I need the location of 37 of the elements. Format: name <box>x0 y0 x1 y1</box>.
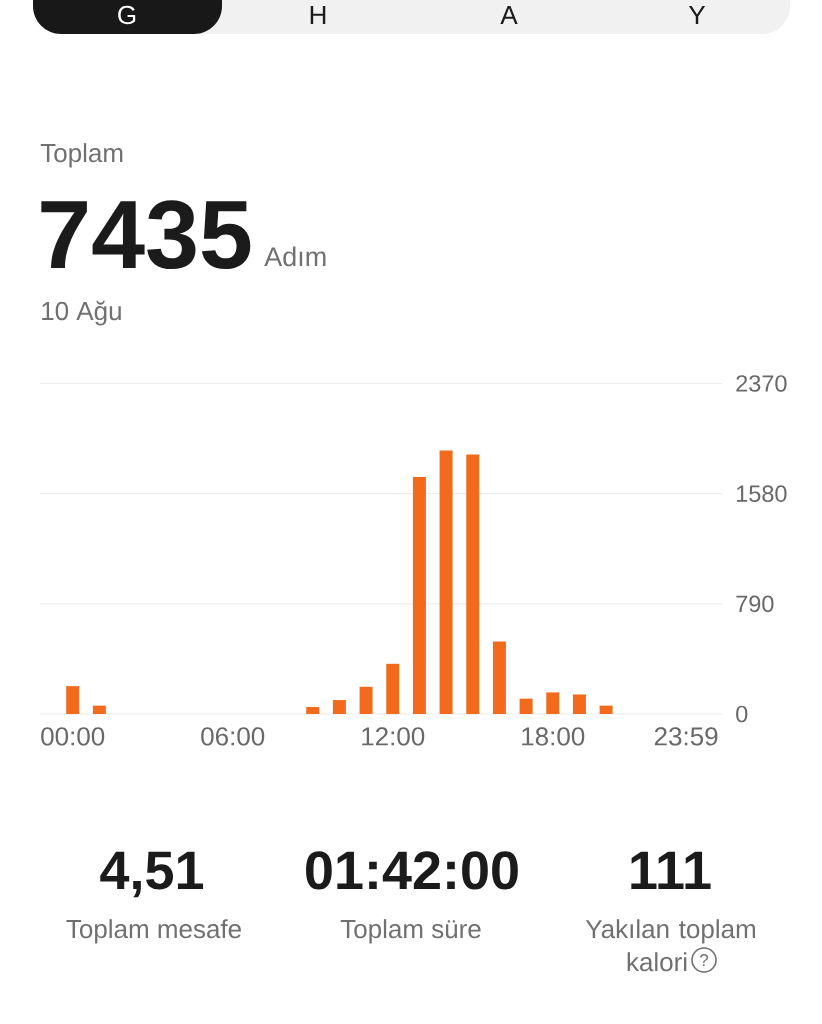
x-tick-label: 00:00 <box>41 727 105 746</box>
bar <box>92 705 106 714</box>
bar <box>466 454 480 714</box>
text: Y <box>688 6 706 24</box>
text: A <box>500 6 518 24</box>
bar <box>306 707 320 714</box>
bar <box>519 698 533 714</box>
text: ? <box>699 954 709 966</box>
text: 10 Ağu <box>42 300 121 326</box>
text: Toplam mesafe <box>66 919 241 944</box>
bar <box>546 692 560 714</box>
text: 01:42:00 <box>306 851 518 890</box>
bar <box>386 663 400 714</box>
text: Toplam süre <box>340 919 481 944</box>
text: Toplam <box>40 143 123 168</box>
bar <box>492 641 506 714</box>
x-tick-label: 23:59 <box>654 727 718 746</box>
text: Adım <box>264 246 326 267</box>
text: 7435 <box>41 200 251 270</box>
bar <box>359 686 373 714</box>
bar <box>439 450 453 714</box>
bar <box>412 476 426 714</box>
bar <box>332 700 346 714</box>
x-tick-label: 18:00 <box>522 727 585 746</box>
text: 4,51 <box>100 851 204 898</box>
y-tick-label: 790 <box>736 595 774 613</box>
bar <box>66 686 80 714</box>
text: 111 <box>631 851 711 889</box>
text: G <box>118 5 136 25</box>
y-tick-label: 0 <box>736 705 748 723</box>
bar <box>599 705 613 714</box>
x-tick-label: 06:00 <box>201 727 265 746</box>
x-tick-label: 12:00 <box>362 727 425 746</box>
y-tick-label: 2370 <box>736 375 787 392</box>
text: H <box>310 6 326 24</box>
bar <box>572 694 586 714</box>
y-tick-label: 1580 <box>737 485 787 502</box>
